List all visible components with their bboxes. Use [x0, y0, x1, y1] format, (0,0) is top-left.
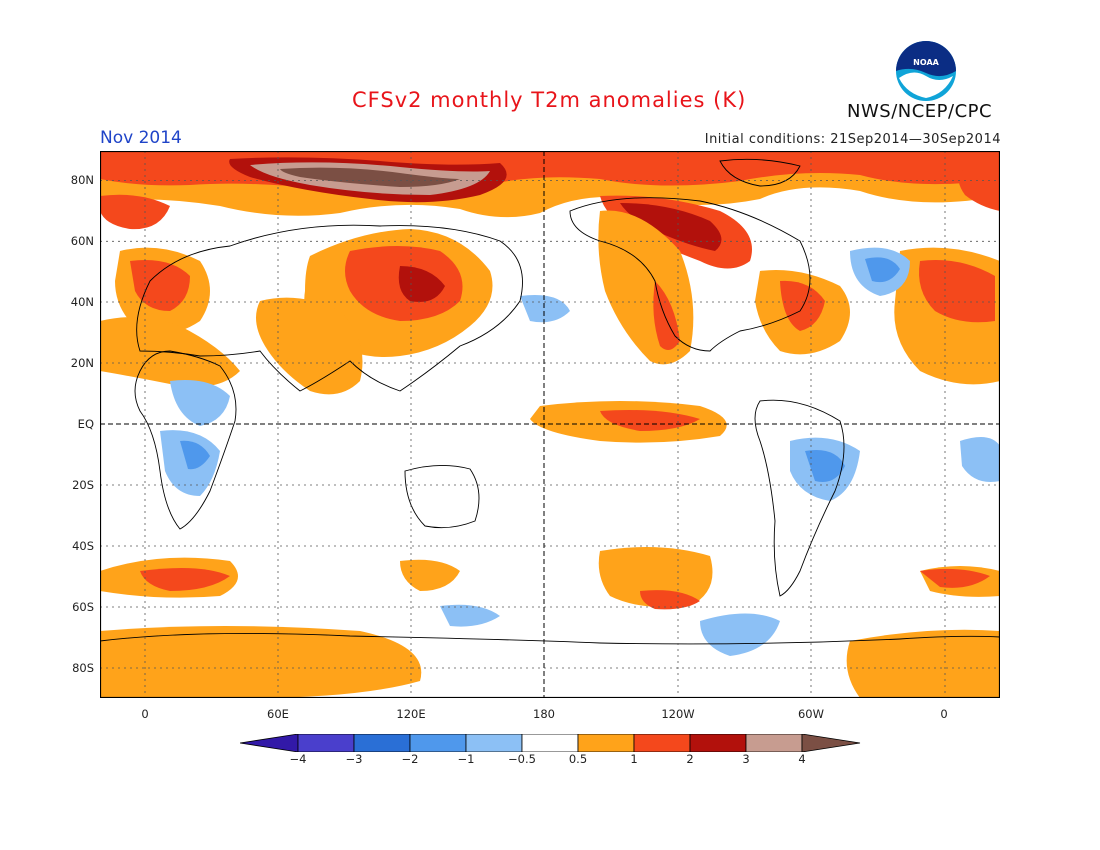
colorbar-arrow-right: [801, 734, 861, 752]
lat-label: 60S: [72, 600, 94, 614]
colorbar-swatch: [465, 734, 523, 752]
colorbar-label: −0.5: [508, 752, 536, 766]
lat-label: 20S: [72, 478, 94, 492]
colorbar-swatch: [521, 734, 579, 752]
lon-label: 60W: [797, 707, 824, 721]
colorbar-label: 4: [798, 752, 806, 766]
colorbar-swatch: [745, 734, 803, 752]
colorbar-swatch: [577, 734, 635, 752]
lat-label: 80N: [70, 173, 94, 187]
colorbar: [240, 734, 861, 752]
svg-text:NOAA: NOAA: [913, 58, 939, 67]
colorbar-swatch: [409, 734, 467, 752]
lat-label: 20N: [70, 356, 94, 370]
lat-label: 40S: [72, 539, 94, 553]
lat-label: 40N: [70, 295, 94, 309]
colorbar-label: −2: [401, 752, 419, 766]
colorbar-label: −1: [457, 752, 475, 766]
lon-label: 0: [940, 707, 948, 721]
lat-label: 80S: [72, 661, 94, 675]
colorbar-label: 1: [630, 752, 638, 766]
colorbar-swatch: [297, 734, 355, 752]
initial-conditions: Initial conditions: 21Sep2014—30Sep2014: [704, 132, 1001, 147]
colorbar-label: 3: [742, 752, 750, 766]
colorbar-label: 2: [686, 752, 694, 766]
colorbar-label: −3: [345, 752, 363, 766]
cold-anomalies: [160, 247, 1000, 656]
colorbar-arrow-left: [240, 734, 299, 752]
southern-warm-anomaly: [100, 547, 1000, 698]
lon-label: 60E: [267, 707, 289, 721]
lat-label: EQ: [77, 417, 94, 431]
colorbar-label: −4: [289, 752, 307, 766]
lon-label: 180: [533, 707, 555, 721]
graticule: [100, 151, 1000, 698]
forecast-month: Nov 2014: [100, 128, 182, 148]
lon-label: 120E: [396, 707, 426, 721]
colorbar-swatch: [633, 734, 691, 752]
map-title: CFSv2 monthly T2m anomalies (K): [352, 88, 747, 112]
lon-label: 0: [141, 707, 149, 721]
colorbar-swatch: [353, 734, 411, 752]
europe-warm-anomaly: [100, 247, 1000, 387]
colorbar-swatch: [689, 734, 747, 752]
organization-label: NWS/NCEP/CPC: [847, 101, 993, 122]
anomaly-map: [100, 151, 1000, 698]
noaa-logo-icon: NOAA: [896, 41, 956, 101]
lon-label: 120W: [661, 707, 695, 721]
coastlines: [100, 158, 1000, 645]
lat-label: 60N: [70, 234, 94, 248]
colorbar-label: 0.5: [568, 752, 588, 766]
